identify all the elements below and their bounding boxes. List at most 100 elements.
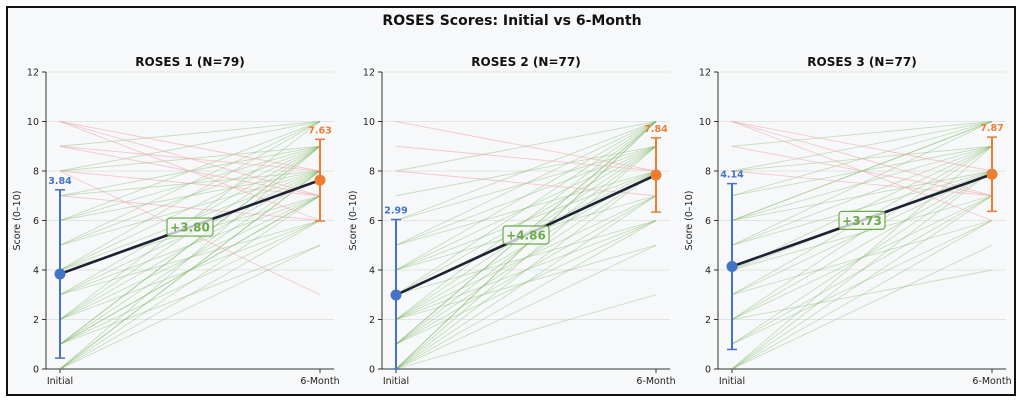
subject-line-improved: [59, 170, 321, 345]
subject-line-improved: [59, 220, 321, 370]
y-axis-label: Score (0–10): [12, 191, 23, 251]
panel-1: ROSES 1 (N=79) 0 2 4 6 8 10 12 Score (0–10) Initi…: [12, 55, 340, 387]
subject-line-improved: [395, 195, 657, 370]
subject-line-improved: [59, 121, 321, 271]
subject-line-improved: [59, 170, 321, 221]
y-tick-label: 8: [369, 167, 375, 178]
y-tick-label: 12: [363, 68, 375, 79]
subject-line-declined: [395, 121, 657, 172]
subject-line-improved: [731, 220, 993, 345]
y-tick-label: 2: [33, 315, 39, 326]
subject-line-improved: [395, 170, 657, 370]
figure-title: ROSES Scores: Initial vs 6-Month: [382, 13, 641, 29]
y-axis-label: Score (0–10): [684, 191, 695, 251]
y-tick-label: 0: [705, 365, 711, 376]
subject-line-improved: [395, 244, 657, 370]
mean-difference-label: +4.86: [506, 228, 546, 242]
subject-line-improved: [395, 145, 657, 197]
panel-title: ROSES 1 (N=79): [135, 55, 244, 69]
subject-line-improved: [395, 121, 657, 221]
subject-line-improved: [395, 121, 657, 296]
x-tick-label: 6-Month: [636, 376, 675, 387]
subject-line-improved: [395, 195, 657, 345]
y-tick-label: 10: [363, 117, 375, 128]
initial-mean-label: 2.99: [384, 206, 407, 217]
y-tick-label: 4: [705, 266, 711, 277]
subject-line-improved: [731, 145, 993, 271]
subject-line-improved: [395, 145, 657, 345]
subject-line-improved: [731, 269, 993, 320]
y-tick-label: 8: [705, 167, 711, 178]
y-tick-label: 6: [369, 216, 375, 227]
subject-line-declined: [731, 170, 993, 197]
subject-line-improved: [731, 170, 993, 221]
subject-line-improved: [395, 145, 657, 370]
subject-line-declined: [395, 170, 657, 197]
subject-line-declined: [731, 121, 993, 197]
subject-line-declined: [59, 195, 321, 221]
subject-line-declined: [59, 145, 321, 197]
subject-line-improved: [395, 220, 657, 320]
subject-line-improved: [59, 244, 321, 370]
y-tick-label: 4: [33, 266, 39, 277]
subject-line-improved: [731, 170, 993, 320]
followup-mean-point: [650, 169, 662, 181]
x-tick-label: Initial: [719, 376, 745, 387]
followup-mean-point: [986, 168, 998, 180]
y-tick-label: 10: [699, 117, 711, 128]
y-tick-label: 12: [699, 68, 711, 79]
subject-line-improved: [395, 220, 657, 296]
y-tick-label: 8: [33, 167, 39, 178]
subject-line-declined: [59, 145, 321, 172]
subject-line-improved: [395, 220, 657, 345]
subject-line-declined: [731, 145, 993, 197]
subject-line-improved: [59, 220, 321, 345]
subject-line-improved: [59, 220, 321, 320]
subject-line-improved: [395, 220, 657, 370]
x-tick-label: Initial: [383, 376, 409, 387]
initial-mean-point: [726, 261, 738, 273]
followup-mean-point: [314, 174, 326, 186]
subject-line-improved: [731, 195, 993, 320]
subject-line-improved: [59, 195, 321, 345]
subject-line-improved: [395, 145, 657, 296]
subject-line-improved: [395, 170, 657, 246]
y-tick-label: 6: [705, 216, 711, 227]
y-tick-label: 4: [369, 266, 375, 277]
x-tick-label: 6-Month: [300, 376, 339, 387]
subject-line-improved: [395, 170, 657, 345]
subject-line-declined: [59, 170, 321, 197]
subject-line-improved: [731, 195, 993, 271]
mean-difference-box: [838, 210, 886, 230]
followup-mean-label: 7.87: [980, 123, 1003, 134]
subject-line-improved: [395, 195, 657, 320]
initial-mean-point: [390, 289, 402, 301]
initial-mean-point: [54, 268, 66, 280]
subject-line-improved: [731, 195, 993, 345]
panel-3: ROSES 3 (N=77) 0 2 4 6 8 10 12 Score (0–10) Initi…: [684, 55, 1012, 387]
subject-line-improved: [59, 195, 321, 296]
subject-line-improved: [395, 121, 657, 320]
y-tick-label: 2: [369, 315, 375, 326]
subject-line-improved: [731, 121, 993, 147]
subject-line-declined: [395, 145, 657, 172]
initial-mean-label: 3.84: [48, 176, 72, 187]
y-axis-label: Score (0–10): [348, 191, 359, 251]
subject-line-improved: [59, 220, 321, 296]
subject-line-improved: [59, 145, 321, 345]
y-tick-label: 6: [33, 216, 39, 227]
mean-difference-box: [502, 225, 550, 245]
y-tick-label: 0: [33, 365, 39, 376]
subject-line-improved: [59, 244, 321, 345]
subject-line-improved: [731, 145, 993, 320]
followup-mean-label: 7.63: [308, 125, 331, 136]
y-tick-label: 10: [27, 117, 39, 128]
y-tick-label: 2: [705, 315, 711, 326]
subject-line-improved: [731, 195, 993, 370]
mean-difference-label: +3.80: [170, 221, 210, 235]
subject-line-improved: [731, 220, 993, 296]
y-tick-label: 0: [369, 365, 375, 376]
subject-line-improved: [731, 170, 993, 345]
subject-line-improved: [59, 121, 321, 147]
